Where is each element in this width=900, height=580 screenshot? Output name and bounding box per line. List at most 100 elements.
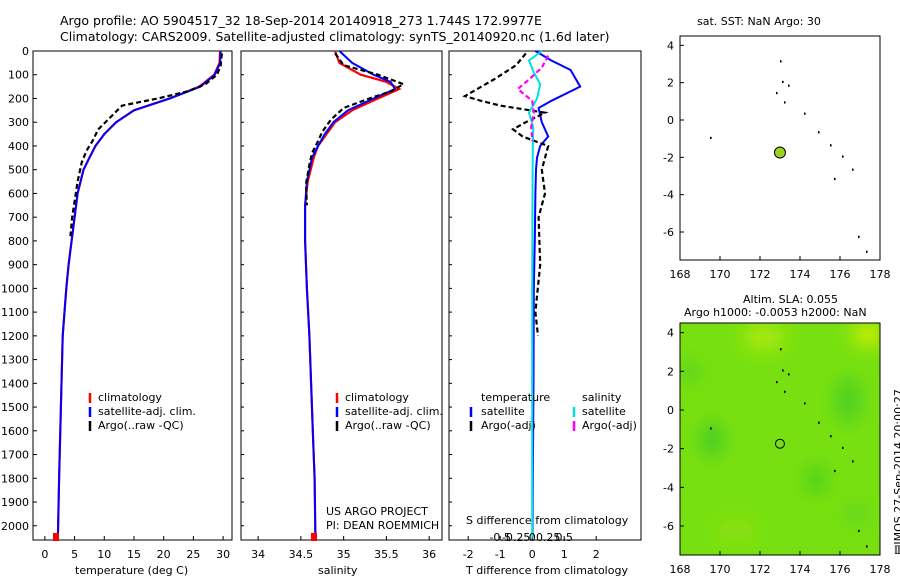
- series-line-2: [56, 50, 222, 538]
- island-9: [852, 168, 854, 171]
- island-10: [834, 469, 836, 473]
- x-tick-label: 36: [422, 548, 436, 561]
- imos-logo-icon: ▤: [892, 545, 900, 555]
- x-tick-label: 35.5: [374, 548, 399, 561]
- credit-project: US ARGO PROJECT: [326, 505, 428, 518]
- island-11: [858, 529, 860, 533]
- lat-tick-label: 0: [667, 114, 674, 127]
- lat-tick-label: -4: [663, 481, 674, 494]
- island-12: [866, 545, 868, 548]
- x-tick-label: 25: [186, 548, 200, 561]
- island-7: [830, 144, 832, 147]
- y-tick-label: 2000: [1, 520, 29, 533]
- lon-tick-label: 178: [870, 268, 891, 281]
- series-line-3: [69, 53, 223, 237]
- y-tick-label: 600: [8, 187, 29, 200]
- lon-tick-label: 168: [670, 563, 691, 576]
- plot-frame: [448, 50, 642, 541]
- argo-position-marker: [774, 438, 785, 449]
- s-difference-label: S difference from climatology: [466, 514, 629, 527]
- lat-tick-label: -4: [663, 189, 674, 202]
- island-6: [818, 131, 820, 134]
- lon-tick-label: 176: [830, 563, 851, 576]
- x-tick-label: 15: [127, 548, 141, 561]
- lat-tick-label: -2: [663, 443, 674, 456]
- y-tick-label: 1900: [1, 496, 29, 509]
- diff-legend-s-argo: Argo(-adj): [582, 419, 637, 432]
- series-line-3: [527, 50, 543, 538]
- plot-frame: [240, 50, 443, 541]
- series-line-1: [304, 50, 402, 538]
- sla-patch-8: [680, 357, 700, 386]
- series-line-4: [516, 55, 550, 142]
- sla-patch-2: [834, 376, 862, 425]
- credit-pi: PI: DEAN ROEMMICH: [326, 519, 440, 532]
- sst-map-panel: 168 170 172 174 176 178 4 2 0 -2 -4 -6: [663, 35, 891, 281]
- figure-title-line-1: Argo profile: AO 5904517_32 18-Sep-2014 …: [60, 13, 542, 28]
- y-tick-label: 1700: [1, 449, 29, 462]
- s-tick-label: -0.5: [489, 531, 510, 544]
- diff-legend-t-satellite: satellite: [481, 405, 525, 418]
- imos-timestamp: ▤IMOS 27-Sep-2014 20:00:27: [892, 389, 900, 555]
- lat-tick-label: 2: [667, 77, 674, 90]
- bottom-marker: [53, 533, 59, 541]
- y-tick-label: 1100: [1, 306, 29, 319]
- x-tick-label: -2: [463, 548, 474, 561]
- s-tick-label: 0.5: [555, 531, 573, 544]
- island-8: [842, 446, 844, 449]
- sla-patch-6: [716, 519, 756, 540]
- lon-tick-label: 174: [790, 563, 811, 576]
- x-tick-label: -1: [495, 548, 506, 561]
- y-tick-label: 1600: [1, 425, 29, 438]
- island-8: [842, 155, 844, 158]
- lat-tick-label: -2: [663, 151, 674, 164]
- y-tick-label: 300: [8, 116, 29, 129]
- sla-anomaly-patches: [680, 323, 880, 540]
- y-tick-label: 200: [8, 92, 29, 105]
- salinity-legend-satellite: satellite-adj. clim.: [345, 405, 443, 418]
- difference-panel: -2 -1 0 1 2-0.5-0.250 0.250.5: [448, 50, 642, 561]
- island-2: [782, 80, 784, 83]
- x-tick-label: 5: [71, 548, 78, 561]
- salinity-panel: 34 34.5 35 35.5 36: [240, 50, 443, 561]
- island-13: [710, 427, 712, 430]
- y-tick-label: 1300: [1, 354, 29, 367]
- series-line-2: [462, 52, 550, 337]
- y-tick-label: 1500: [1, 401, 29, 414]
- sla-patch-3: [700, 421, 724, 457]
- x-tick-label: 0: [41, 548, 48, 561]
- temperature-axis-label: temperature (deg C): [75, 564, 189, 577]
- map-frame: [679, 322, 881, 556]
- sla-map-panel: 168 170 172 174 176 178 4 2 0 -2 -4 -6: [663, 322, 891, 576]
- island-6: [818, 421, 820, 424]
- sla-patch-1: [742, 323, 786, 351]
- x-tick-label: 0: [529, 548, 536, 561]
- salinity-legend-climatology: climatology: [345, 391, 409, 404]
- lat-tick-label: 4: [667, 39, 674, 52]
- island-10: [834, 177, 836, 181]
- sla-patch-7: [842, 502, 870, 527]
- s-tick-label: -0.25: [502, 531, 530, 544]
- island-14: [776, 92, 778, 95]
- y-tick-label: 1800: [1, 472, 29, 485]
- x-tick-label: 20: [157, 548, 171, 561]
- series-line-1: [531, 50, 582, 538]
- sst-map-title: sat. SST: NaN Argo: 30: [697, 15, 821, 28]
- figure-title-line-2: Climatology: CARS2009. Satellite-adjuste…: [60, 29, 610, 44]
- island-4: [784, 390, 786, 393]
- lon-tick-label: 176: [830, 268, 851, 281]
- diff-legend-s-satellite: satellite: [582, 405, 626, 418]
- x-tick-label: 1: [561, 548, 568, 561]
- map-frame: [679, 35, 881, 261]
- sla-patch-5: [852, 324, 880, 345]
- island-3: [788, 84, 790, 87]
- island-11: [858, 235, 860, 238]
- bottom-marker: [311, 533, 317, 541]
- lon-tick-label: 178: [870, 563, 891, 576]
- y-tick-label: 400: [8, 140, 29, 153]
- temperature-legend-argo: Argo(..raw -QC): [98, 419, 184, 432]
- argo-position-marker: [773, 146, 786, 159]
- y-tick-label: 1400: [1, 377, 29, 390]
- sla-map-title-1: Altim. SLA: 0.055: [743, 293, 839, 306]
- sla-map-title-2: Argo h1000: -0.0053 h2000: NaN: [684, 306, 867, 319]
